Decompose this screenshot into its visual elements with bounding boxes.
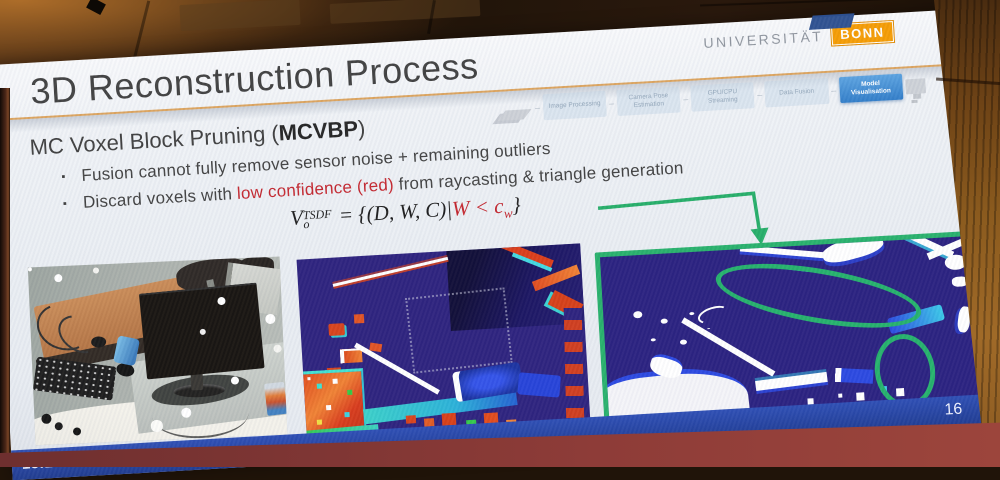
cable-outline	[695, 302, 732, 328]
high-confidence-patch	[517, 372, 562, 398]
pipeline-connector: –	[830, 85, 837, 96]
screen-left-edge	[0, 88, 10, 458]
low-confidence-patch	[328, 323, 345, 336]
slide-canvas: 3D Reconstruction Process UNIVERSITÄT BO…	[0, 7, 1000, 480]
heading-text: )	[357, 115, 367, 141]
carton-box	[264, 381, 288, 416]
voxel-speckle	[838, 393, 843, 398]
ceiling-seam	[132, 0, 151, 60]
formula-mid: = {(D, W, C)|	[332, 196, 453, 228]
voxel-patch	[755, 371, 828, 391]
monitor-screen	[138, 282, 265, 380]
low-confidence-patch	[353, 313, 365, 324]
formula-close: }	[511, 192, 522, 218]
voxel-edge	[332, 256, 449, 287]
monitor-icon	[904, 77, 926, 94]
formula-supsub: TSDF o	[302, 206, 332, 232]
frame-stack-icon	[497, 108, 532, 121]
low-confidence-patch	[563, 305, 585, 419]
formula-condition: W < cw	[451, 193, 513, 221]
pipeline-connector: –	[756, 89, 763, 100]
university-logo: UNIVERSITÄT BONN	[702, 13, 895, 53]
pipeline-step-camera-pose: Camera Pose Estimation	[616, 86, 681, 117]
ceiling-seam	[700, 0, 960, 7]
ceiling-fixture	[86, 0, 106, 16]
white-edge-line	[681, 317, 776, 377]
pipeline-step-image-processing: Image Processing	[542, 90, 607, 121]
ceiling-panel	[329, 0, 481, 24]
pipeline-step-data-fusion: Data Fusion	[764, 77, 829, 108]
speckle-holes	[27, 267, 32, 272]
projected-slide: 3D Reconstruction Process UNIVERSITÄT BO…	[0, 7, 1000, 480]
voxel-speckle	[405, 415, 417, 424]
logo-university-text: UNIVERSITÄT	[702, 27, 824, 51]
pipeline-step-streaming: GPU/CPU Streaming	[690, 82, 755, 112]
monitor-outline	[405, 287, 513, 374]
logo-emblem	[808, 13, 855, 30]
pipeline-connector: –	[608, 98, 615, 109]
page-number: 16	[944, 400, 963, 419]
high-confidence-patch	[834, 367, 874, 384]
green-arrow	[597, 191, 769, 245]
pipeline-step-model-visualisation: Model Visualisation	[838, 73, 904, 104]
keyboard	[32, 356, 117, 401]
voxel-patch	[820, 230, 886, 267]
heading-acronym: MCVBP	[277, 116, 359, 146]
bullet-marker: ▪	[61, 170, 66, 184]
voxel-speckle	[307, 377, 311, 381]
figure-rgbd-reconstruction	[27, 256, 288, 446]
pipeline-connector: –	[534, 102, 541, 113]
figure-confidence-map	[296, 243, 591, 446]
bullet-marker: ▪	[62, 197, 68, 211]
photo-scene: 3D Reconstruction Process UNIVERSITÄT BO…	[0, 0, 1000, 467]
formula-var: V	[289, 205, 304, 231]
ceiling-panel	[179, 0, 301, 32]
pipeline-connector: –	[682, 93, 689, 105]
voxel-speckle	[633, 310, 643, 319]
